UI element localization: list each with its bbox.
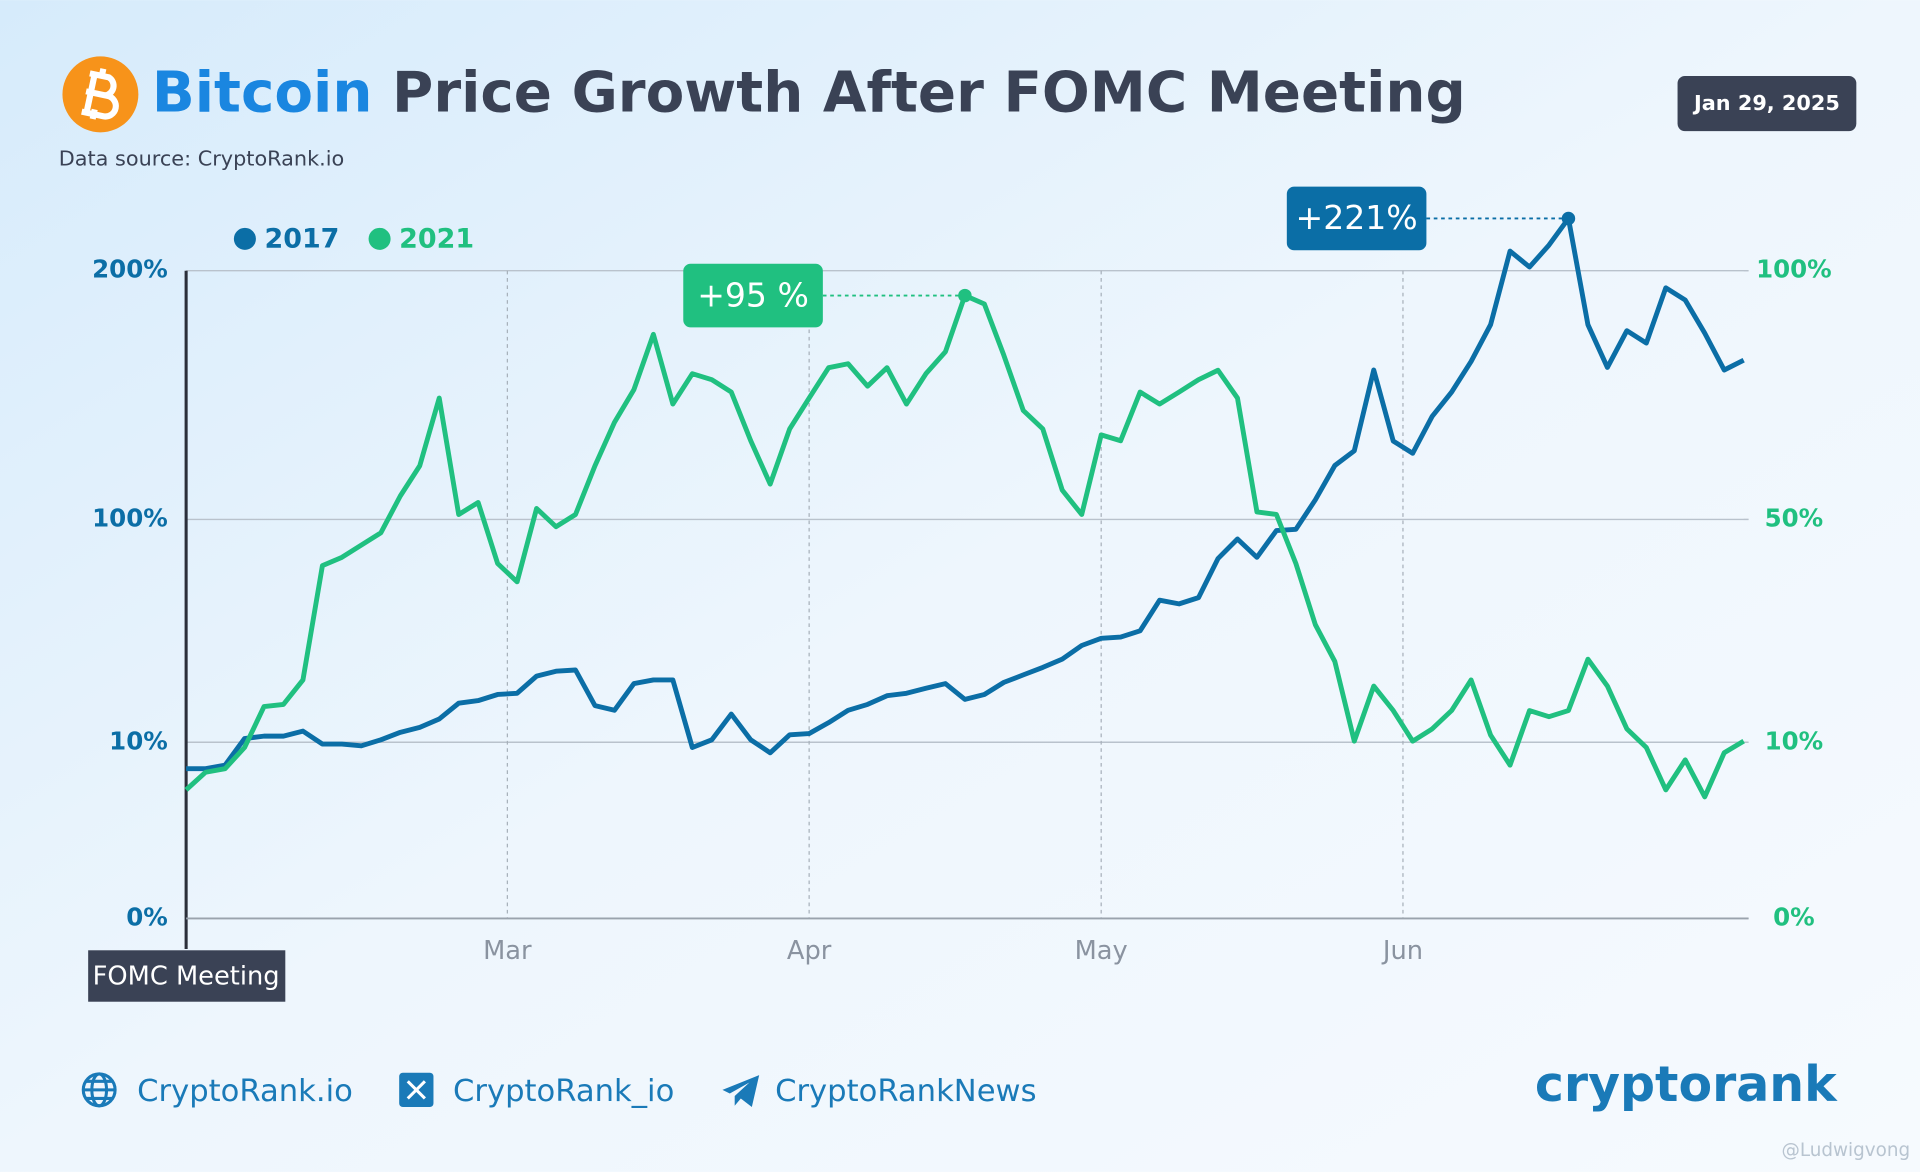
- title: Bitcoin Price Growth After FOMC Meeting: [152, 60, 1466, 125]
- x-tick-label: Mar: [483, 936, 532, 966]
- fomc-badge: [88, 950, 286, 1002]
- telegram-icon: [722, 1075, 760, 1108]
- y-tick-label: 100%: [92, 503, 168, 532]
- y-tick-label: 200%: [92, 255, 168, 284]
- title-rest: Price Growth After FOMC Meeting: [392, 60, 1466, 125]
- globe-icon: [81, 1072, 117, 1108]
- y-tick-label: 0%: [126, 902, 168, 931]
- date: Jan 29, 2025: [1692, 91, 1840, 115]
- annotation: +95 %: [697, 275, 809, 314]
- series-line: [186, 215, 1745, 772]
- subtitle: Data source: CryptoRank.io: [59, 146, 344, 170]
- y2-tick-label: 10%: [1765, 726, 1824, 755]
- y2-tick-label: 50%: [1765, 503, 1824, 532]
- title-highlight: Bitcoin: [152, 60, 373, 125]
- brand: cryptorank: [1535, 1056, 1838, 1113]
- annotation-box: [1286, 186, 1427, 251]
- y2-tick-label: 100%: [1756, 255, 1832, 284]
- x-tick-label: May: [1075, 936, 1128, 966]
- x-icon-mark: [406, 1080, 426, 1100]
- date-badge: [1677, 76, 1857, 132]
- annotation-box: [683, 263, 823, 328]
- annotation: +221%: [1296, 198, 1418, 237]
- y-tick-label: 10%: [109, 726, 168, 755]
- x-tick-label: Jun: [1381, 936, 1423, 966]
- legend-label: 2021: [399, 224, 474, 255]
- footer-link[interactable]: CryptoRank.io: [137, 1074, 353, 1109]
- y2-tick-label: 0%: [1773, 902, 1815, 931]
- footer-link[interactable]: CryptoRank_io: [453, 1074, 674, 1109]
- legend-label: 2017: [264, 224, 339, 255]
- legend-marker: [233, 227, 256, 250]
- peak-marker: [1561, 211, 1576, 226]
- bitcoin-symbol: [81, 68, 119, 120]
- footer: CryptoRank.io CryptoRank_io CryptoRankNe…: [81, 1056, 1910, 1161]
- legend-marker: [368, 227, 391, 250]
- x-tick-label: Apr: [787, 936, 832, 966]
- peak-marker: [958, 288, 972, 303]
- watermark: @Ludwigvong: [1781, 1140, 1910, 1161]
- footer-link[interactable]: CryptoRankNews: [775, 1074, 1036, 1109]
- x-tick-label: FOMC Meeting: [93, 962, 280, 992]
- plot: 0% 10% 100% 200% 0% 10% 50% 100% FOMC Meeting Mar…: [88, 186, 1832, 1002]
